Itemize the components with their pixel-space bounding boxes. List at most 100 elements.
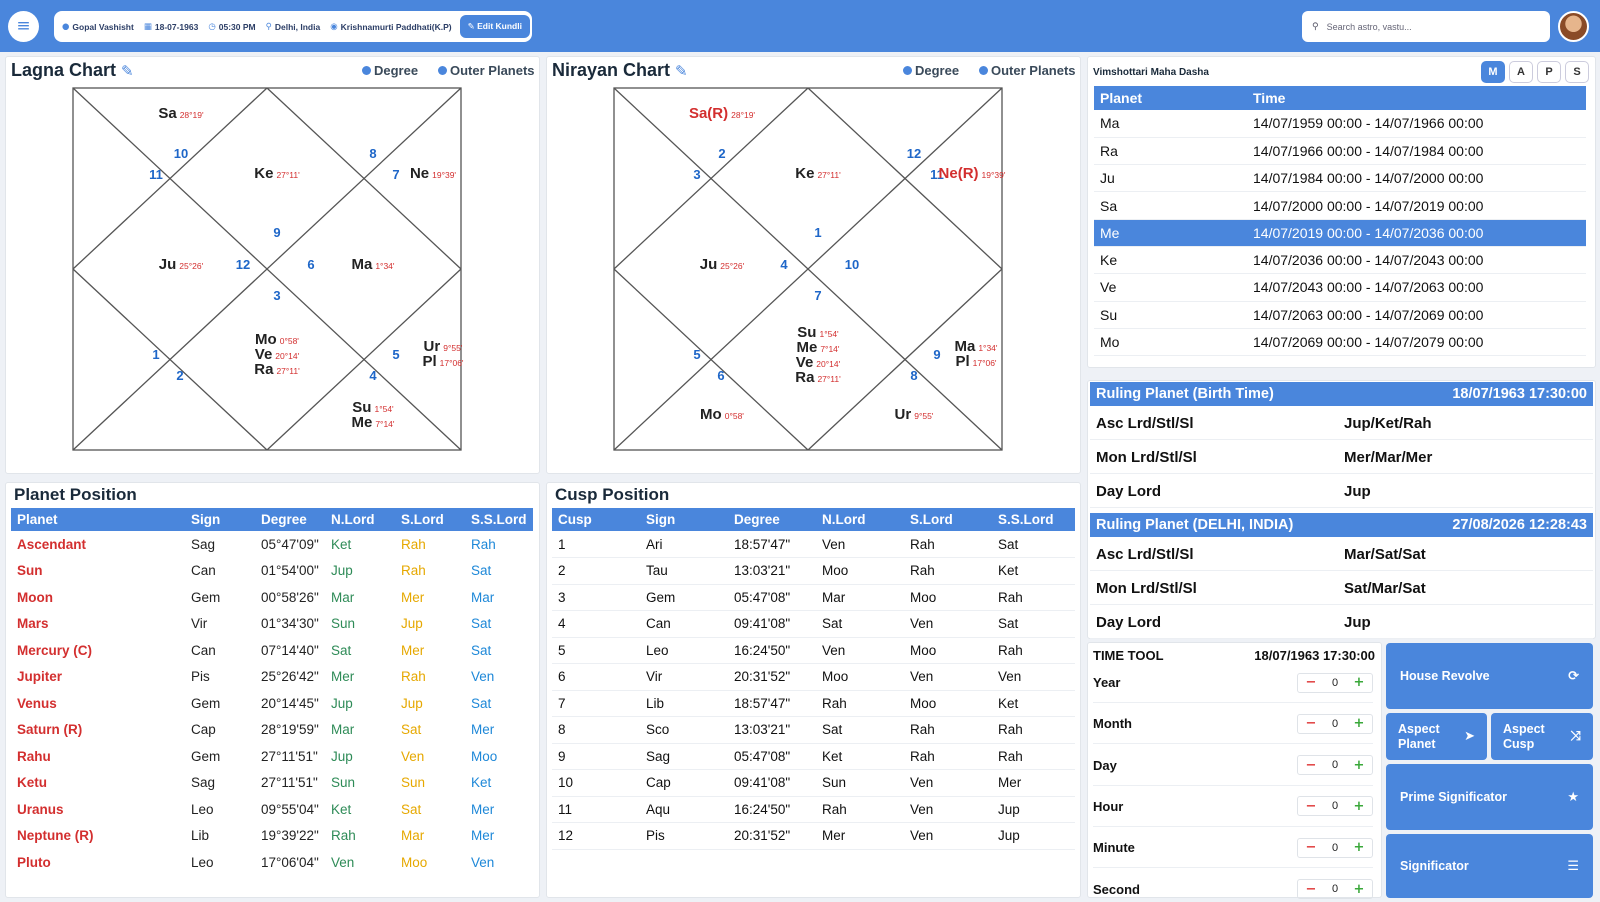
cusp-cell: Moo (904, 690, 992, 717)
stepper-value[interactable]: 0 (1331, 676, 1339, 689)
stepper-value[interactable]: 0 (1331, 717, 1339, 730)
cusp-cell: Pis (640, 822, 728, 850)
planet-degree: 28°19' (731, 110, 755, 120)
planet-abbr: Pl (955, 353, 969, 370)
search-placeholder: Search astro, vastu... (1326, 21, 1412, 32)
outer-planets-toggle[interactable]: Outer Planets (979, 63, 1076, 78)
house-number: 8 (910, 368, 917, 383)
planet-label: Mo 0°58' (255, 331, 299, 348)
minus-icon[interactable]: − (1305, 840, 1317, 856)
time-stepper: − 0 + (1297, 755, 1373, 776)
cusp-cell: Sat (992, 610, 1075, 638)
planet-row: Venus Gem 20°14'45" Jup Jup Sat (11, 690, 533, 717)
location-pin-icon: ⚲ (265, 21, 272, 32)
edit-icon[interactable]: ✎ (675, 62, 688, 80)
edit-icon: ✎ (467, 22, 475, 32)
plus-icon[interactable]: + (1353, 757, 1365, 773)
search-input[interactable]: ⚲ Search astro, vastu... (1302, 11, 1550, 42)
house-number: 12 (236, 257, 250, 272)
dasha-time: 14/07/2000 00:00 - 14/07/2019 00:00 (1247, 191, 1586, 220)
time-tool-label: Hour (1093, 798, 1124, 814)
prime-significator-button[interactable]: Prime Significator ★ (1386, 764, 1593, 830)
planet-row: Pluto Leo 17°06'04" Ven Moo Ven (11, 849, 533, 876)
house-number: 3 (693, 167, 700, 182)
outer-planets-toggle[interactable]: Outer Planets (438, 63, 535, 78)
planet-cell: Ketu (17, 775, 47, 791)
planet-degree: 9°55' (443, 343, 463, 353)
plus-icon[interactable]: + (1353, 675, 1365, 690)
house-number: 2 (718, 146, 725, 161)
stepper-value[interactable]: 0 (1331, 841, 1339, 854)
time-stepper: − 0 + (1297, 672, 1373, 693)
planet-cell: Venus (17, 695, 57, 711)
cusp-cell: Ven (992, 663, 1075, 691)
house-number: 2 (176, 368, 183, 383)
avatar[interactable] (1558, 11, 1589, 42)
dasha-level-button-p[interactable]: P (1537, 61, 1561, 83)
minus-icon[interactable]: − (1305, 881, 1317, 897)
time-tool-header: TIME TOOL 18/07/1963 17:30:00 (1093, 648, 1375, 663)
edit-icon[interactable]: ✎ (121, 62, 134, 80)
planet-abbr: Ur (895, 406, 912, 423)
planet-degree: 28°19' (180, 110, 204, 120)
planet-label: Sa(R) 28°19' (689, 105, 755, 122)
dasha-row[interactable]: Ma 14/07/1959 00:00 - 14/07/1966 00:00 (1094, 110, 1586, 138)
house-revolve-button[interactable]: House Revolve ⟳ (1386, 643, 1593, 709)
ruling-label: Day Lord (1096, 613, 1162, 631)
dasha-row[interactable]: Ra 14/07/1966 00:00 - 14/07/1984 00:00 (1094, 137, 1586, 166)
aspect-cusp-button[interactable]: Aspect Cusp ⤨ (1491, 713, 1593, 760)
stepper-value[interactable]: 0 (1331, 883, 1339, 895)
edit-kundli-button[interactable]: ✎ Edit Kundli (459, 15, 530, 38)
planet-abbr: Ve (796, 354, 814, 371)
aspect-planet-button[interactable]: Aspect Planet ➤ (1386, 713, 1487, 760)
minus-icon[interactable]: − (1305, 716, 1317, 732)
house-number: 3 (273, 288, 280, 303)
plus-icon[interactable]: + (1353, 881, 1365, 897)
cusp-cell: 05:47'08" (728, 584, 816, 611)
planet-cell: Jup (331, 748, 353, 764)
dasha-row[interactable]: Sa 14/07/2000 00:00 - 14/07/2019 00:00 (1094, 191, 1586, 220)
degree-toggle[interactable]: Degree (362, 63, 418, 78)
minus-icon[interactable]: − (1305, 675, 1317, 690)
dasha-level-button-m[interactable]: M (1481, 61, 1505, 83)
planet-abbr: Ke (795, 165, 814, 182)
plus-icon[interactable]: + (1353, 840, 1365, 856)
degree-toggle[interactable]: Degree (903, 63, 959, 78)
cusp-row: 3 Gem 05:47'08" Mar Moo Rah (552, 584, 1075, 611)
stepper-value[interactable]: 0 (1331, 800, 1339, 813)
planet-degree: 25°26' (179, 261, 203, 271)
cusp-cell: 13:03'21" (728, 716, 816, 744)
significator-button[interactable]: Significator ☰ (1386, 834, 1593, 898)
dasha-row[interactable]: Ke 14/07/2036 00:00 - 14/07/2043 00:00 (1094, 246, 1586, 275)
cusp-cell: Mar (816, 584, 904, 611)
time-stepper: − 0 + (1297, 713, 1373, 734)
minus-icon[interactable]: − (1305, 798, 1317, 814)
dasha-row[interactable]: Mo 14/07/2069 00:00 - 14/07/2079 00:00 (1094, 328, 1586, 357)
planet-cell: Vir (191, 616, 208, 632)
planet-label: Su 1°54' (352, 399, 394, 416)
minus-icon[interactable]: − (1305, 757, 1317, 773)
dasha-row[interactable]: Ve 14/07/2043 00:00 - 14/07/2063 00:00 (1094, 273, 1586, 302)
dasha-level-button-a[interactable]: A (1509, 61, 1533, 83)
planet-cell: Ascendant (17, 536, 87, 552)
cusp-cell: Sat (992, 531, 1075, 558)
dasha-row[interactable]: Su 14/07/2063 00:00 - 14/07/2069 00:00 (1094, 301, 1586, 329)
planet-abbr: Ju (159, 256, 177, 273)
dasha-row[interactable]: Me 14/07/2019 00:00 - 14/07/2036 00:00 (1094, 219, 1586, 247)
planet-degree: 1°54' (819, 329, 839, 339)
chart-line (266, 87, 462, 270)
planet-abbr: Mo (700, 406, 722, 423)
planet-degree: 1°34' (978, 343, 998, 353)
menu-icon[interactable]: ≡ (8, 11, 39, 42)
time-tool-row-minute: Minute − 0 + (1093, 828, 1373, 869)
plus-icon[interactable]: + (1353, 716, 1365, 732)
dasha-level-button-s[interactable]: S (1565, 61, 1589, 83)
stepper-value[interactable]: 0 (1331, 759, 1339, 772)
plus-icon[interactable]: + (1353, 798, 1365, 814)
ruling-value: Jup (1344, 613, 1371, 631)
planet-cell: 25°26'42" (261, 669, 319, 685)
dasha-row[interactable]: Ju 14/07/1984 00:00 - 14/07/2000 00:00 (1094, 164, 1586, 193)
cusp-row: 1 Ari 18:57'47" Ven Rah Sat (552, 531, 1075, 558)
planet-label: Ur 9°55' (424, 338, 463, 355)
cusp-cell: Rah (992, 637, 1075, 664)
